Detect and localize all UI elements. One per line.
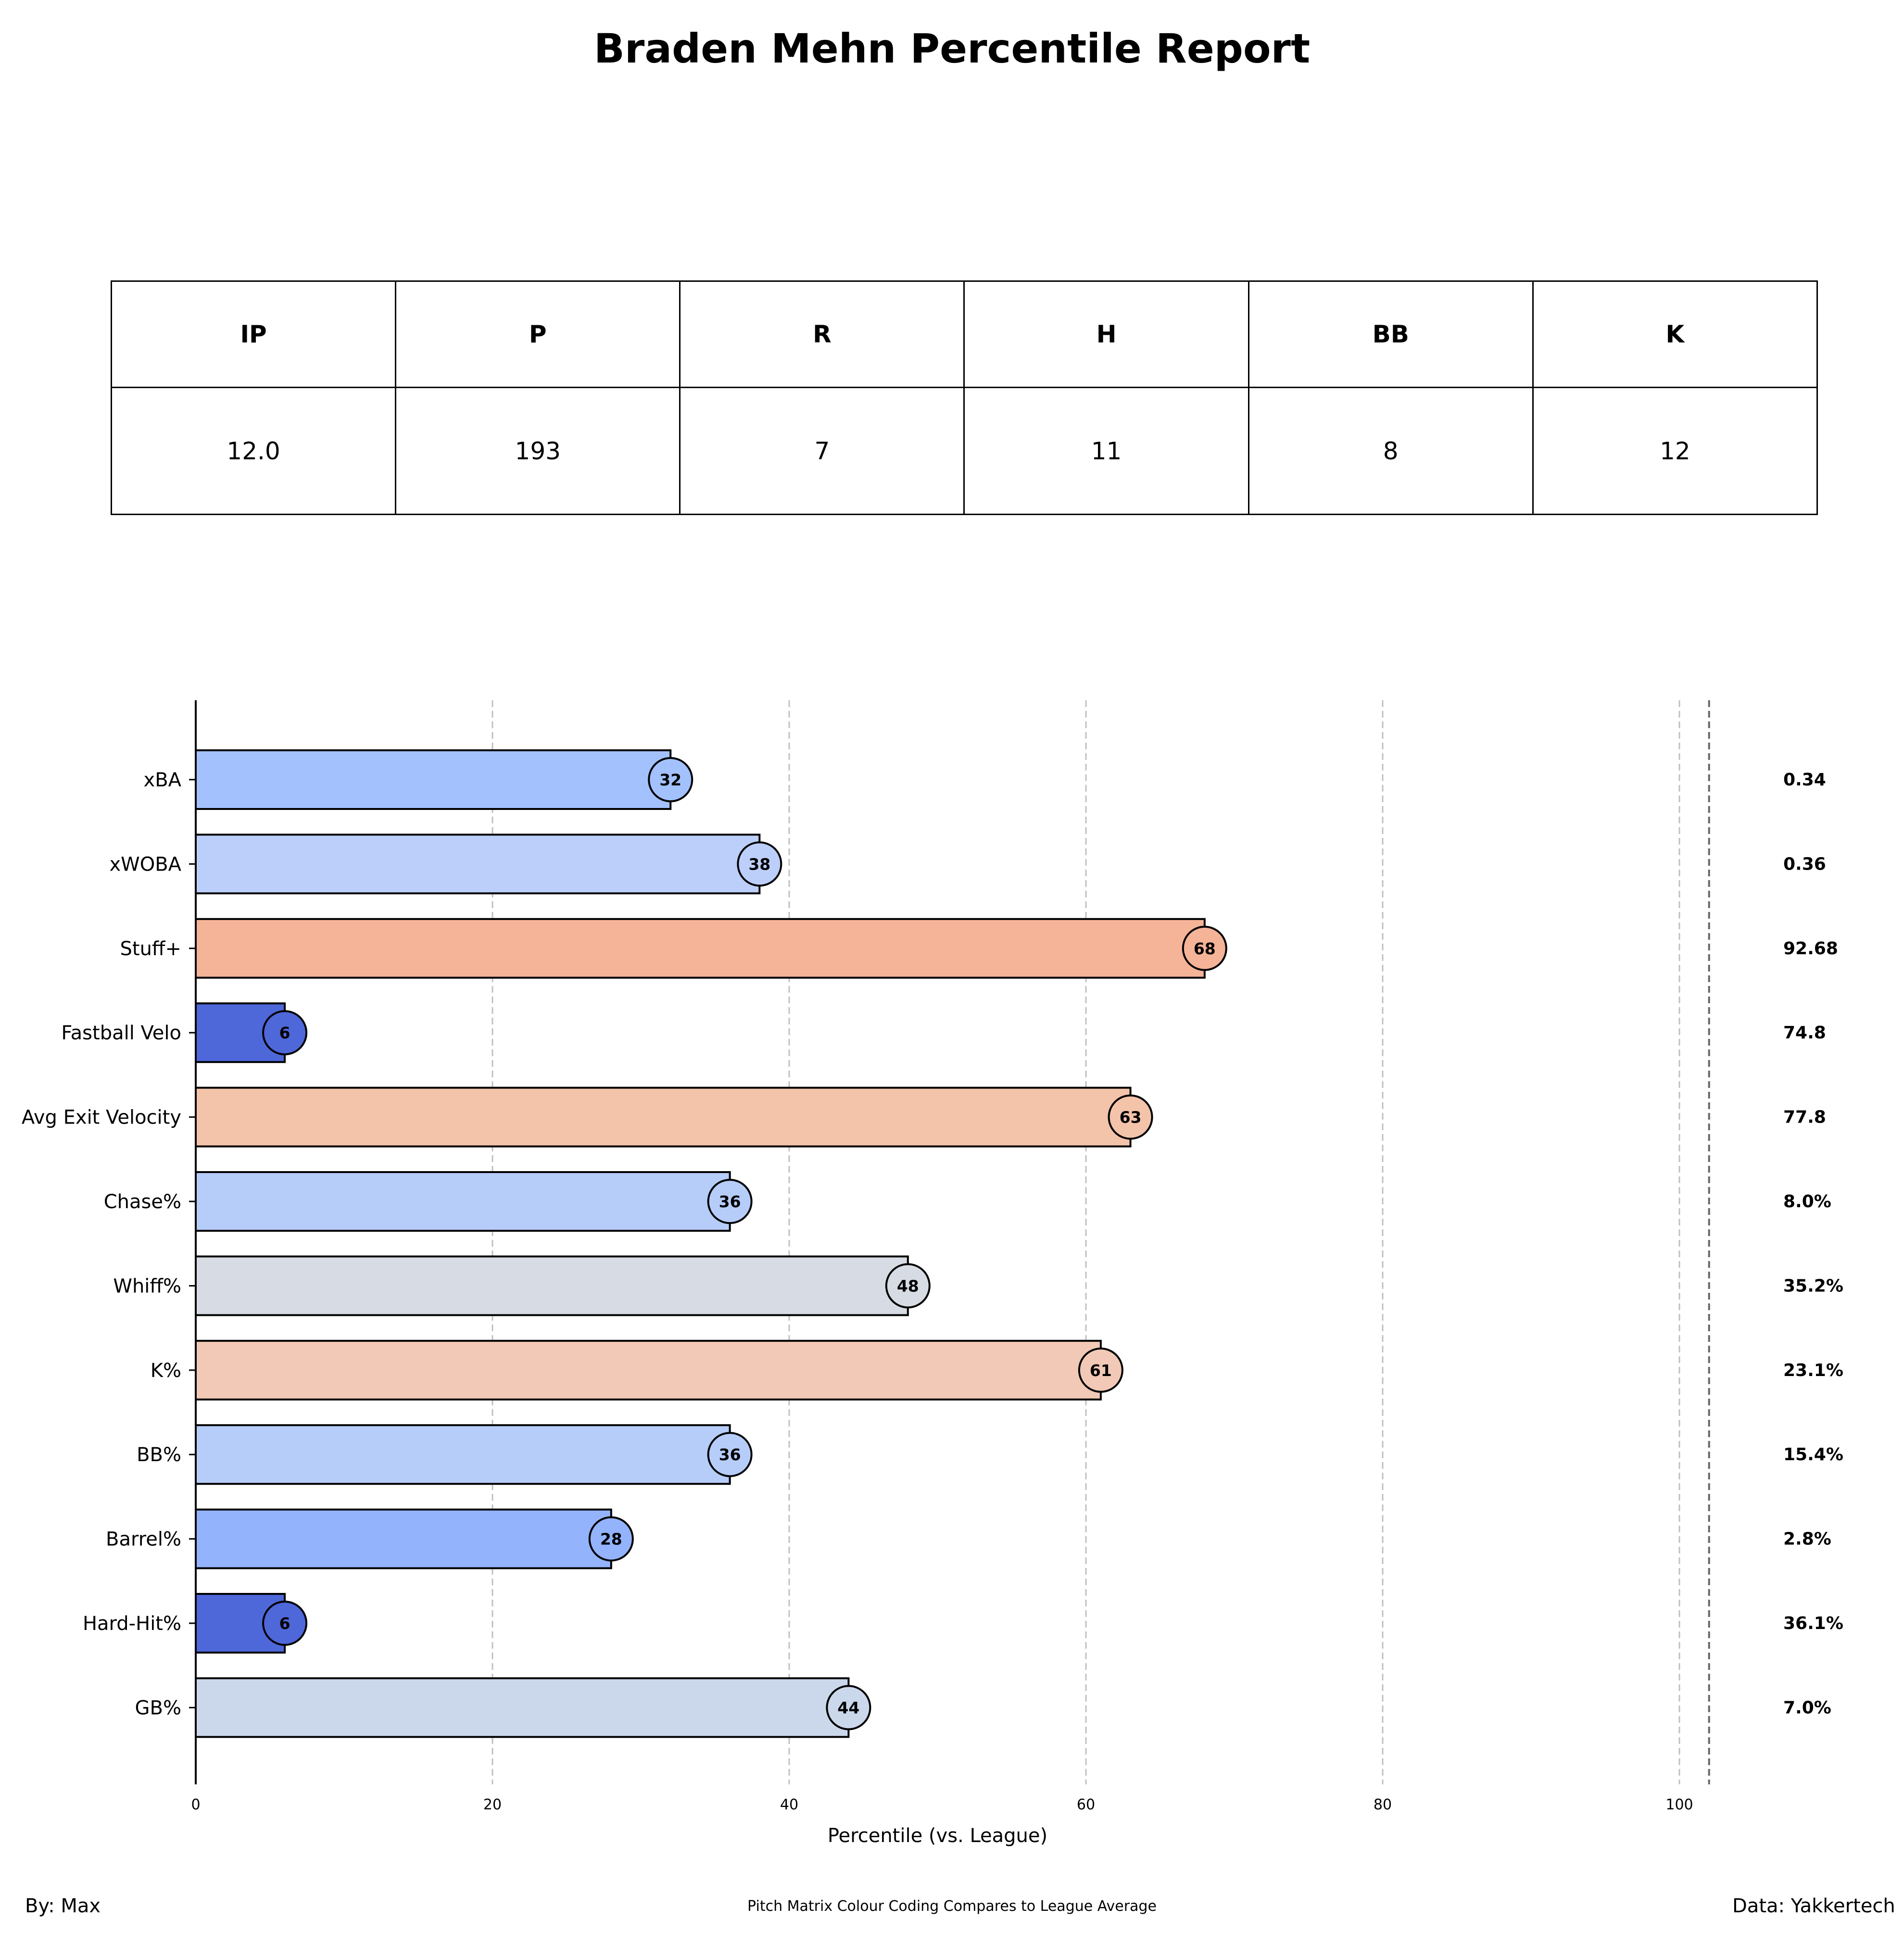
stats-value-p: 193 bbox=[395, 387, 681, 515]
stats-header-ip: IP bbox=[110, 280, 397, 388]
category-label-7: K% bbox=[151, 1360, 181, 1382]
category-label-10: Hard-Hit% bbox=[83, 1613, 181, 1635]
stats-header-k: K bbox=[1532, 280, 1818, 388]
value-marker-2 bbox=[1182, 925, 1227, 971]
value-marker-8 bbox=[707, 1432, 753, 1478]
value-label-2: 68 bbox=[1194, 939, 1216, 958]
bar-5 bbox=[195, 1171, 731, 1232]
value-marker-6 bbox=[885, 1263, 931, 1309]
stats-value-h: 11 bbox=[963, 387, 1249, 515]
x-tick-label-60: 60 bbox=[1077, 1796, 1095, 1813]
category-label-2: Stuff+ bbox=[120, 938, 182, 960]
footer-author: By: Max bbox=[25, 1895, 101, 1917]
value-label-8: 36 bbox=[719, 1445, 741, 1464]
value-label-10: 6 bbox=[279, 1614, 290, 1633]
stats-value-bb: 8 bbox=[1248, 387, 1534, 515]
value-marker-1 bbox=[737, 841, 782, 887]
value-label-0: 32 bbox=[659, 770, 681, 789]
stats-header-h: H bbox=[963, 280, 1249, 388]
value-marker-5 bbox=[707, 1179, 753, 1224]
x-axis-label: Percentile (vs. League) bbox=[828, 1825, 1047, 1847]
value-label-11: 44 bbox=[837, 1698, 859, 1717]
pitching-stats-table: IP P R H BB K 12.0 193 7 11 8 12 bbox=[110, 280, 1818, 515]
bar-1 bbox=[195, 834, 761, 895]
stat-value-10: 36.1% bbox=[1783, 1614, 1843, 1633]
bar-11 bbox=[195, 1677, 850, 1738]
stats-value-ip: 12.0 bbox=[110, 387, 397, 515]
value-label-5: 36 bbox=[719, 1192, 741, 1211]
stat-value-1: 0.36 bbox=[1783, 854, 1826, 874]
value-marker-0 bbox=[648, 757, 694, 802]
stat-value-0: 0.34 bbox=[1783, 770, 1826, 790]
stats-value-r: 7 bbox=[679, 387, 965, 515]
value-label-6: 48 bbox=[897, 1276, 919, 1295]
value-marker-9 bbox=[588, 1516, 634, 1562]
stat-value-7: 23.1% bbox=[1783, 1361, 1843, 1380]
value-marker-11 bbox=[826, 1685, 871, 1730]
value-label-7: 61 bbox=[1090, 1361, 1112, 1380]
category-label-1: xWOBA bbox=[109, 853, 181, 875]
x-tick-label-40: 40 bbox=[780, 1796, 798, 1813]
stat-value-6: 35.2% bbox=[1783, 1276, 1843, 1296]
stat-value-11: 7.0% bbox=[1783, 1698, 1831, 1718]
value-label-9: 28 bbox=[600, 1530, 622, 1549]
value-marker-10 bbox=[262, 1601, 308, 1646]
stats-value-k: 12 bbox=[1532, 387, 1818, 515]
stat-value-3: 74.8 bbox=[1783, 1023, 1826, 1043]
category-label-9: Barrel% bbox=[106, 1528, 181, 1551]
category-label-0: xBA bbox=[144, 769, 182, 791]
stat-value-9: 2.8% bbox=[1783, 1529, 1831, 1549]
bar-7 bbox=[195, 1339, 1102, 1401]
category-label-8: BB% bbox=[137, 1444, 181, 1466]
category-label-4: Avg Exit Velocity bbox=[22, 1107, 181, 1129]
stat-value-8: 15.4% bbox=[1783, 1445, 1843, 1465]
stat-value-5: 8.0% bbox=[1783, 1192, 1831, 1212]
stats-value-row: 12.0 193 7 11 8 12 bbox=[110, 387, 1818, 515]
bar-2 bbox=[195, 918, 1206, 979]
x-tick-label-20: 20 bbox=[483, 1796, 502, 1813]
category-label-11: GB% bbox=[135, 1697, 181, 1719]
footer-source: Data: Yakkertech bbox=[1732, 1895, 1895, 1917]
value-label-4: 63 bbox=[1120, 1108, 1142, 1127]
chart-title: Braden Mehn Percentile Report bbox=[593, 25, 1311, 72]
category-label-5: Chase% bbox=[104, 1191, 181, 1213]
bar-6 bbox=[195, 1255, 909, 1316]
category-label-3: Fastball Velo bbox=[61, 1022, 181, 1044]
x-tick-label-0: 0 bbox=[191, 1796, 200, 1813]
stats-header-row: IP P R H BB K bbox=[110, 280, 1818, 388]
category-label-6: Whiff% bbox=[113, 1275, 181, 1297]
value-label-1: 38 bbox=[748, 855, 770, 873]
bar-0 bbox=[195, 749, 672, 810]
footer-note: Pitch Matrix Colour Coding Compares to L… bbox=[747, 1898, 1157, 1915]
value-label-3: 6 bbox=[279, 1023, 290, 1042]
value-marker-7 bbox=[1078, 1347, 1123, 1393]
bar-8 bbox=[195, 1424, 731, 1485]
stats-header-p: P bbox=[395, 280, 681, 388]
value-marker-4 bbox=[1108, 1094, 1153, 1140]
value-marker-3 bbox=[262, 1010, 308, 1056]
x-tick-label-80: 80 bbox=[1374, 1796, 1392, 1813]
bar-4 bbox=[195, 1086, 1132, 1148]
stat-value-2: 92.68 bbox=[1783, 939, 1838, 959]
bar-9 bbox=[195, 1508, 612, 1569]
stats-header-r: R bbox=[679, 280, 965, 388]
stat-value-4: 77.8 bbox=[1783, 1108, 1826, 1127]
stats-header-bb: BB bbox=[1248, 280, 1534, 388]
x-tick-label-100: 100 bbox=[1665, 1796, 1693, 1813]
